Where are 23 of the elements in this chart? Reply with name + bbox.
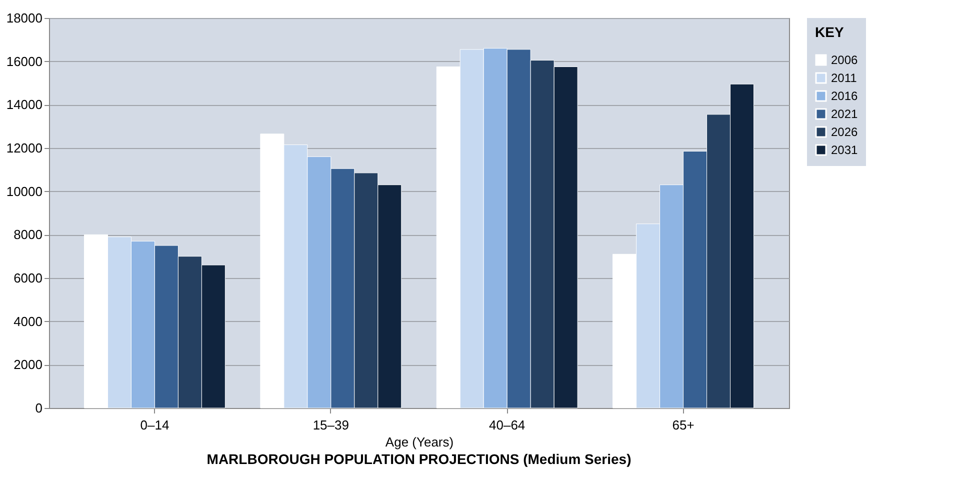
legend-title: KEY [815,24,844,40]
y-tick-label: 16000 [6,54,42,69]
legend-label: 2026 [831,125,858,139]
y-tick-label: 0 [35,400,42,416]
y-tick-label: 6000 [14,270,42,286]
text: MARLBOROUGH POPULATION PROJECTIONS (Medium Series) [206,451,632,467]
legend-label: 2011 [831,71,858,85]
y-tick-label: 18000 [6,10,42,26]
y-tick-label: 12000 [6,140,42,156]
x-tick-label: 40–64 [489,418,526,432]
x-axis-title: Age (Years) [385,434,454,450]
legend-label: 2006 [831,53,858,67]
x-tick-label: 65+ [672,418,694,432]
y-tick-label: 4000 [14,314,42,329]
y-tick-label: 14000 [6,97,42,112]
legend-label: 2016 [831,89,858,103]
x-tick-label: 15–39 [312,418,349,432]
legend-label: 2021 [831,107,858,121]
x-tick-label: 0–14 [140,418,170,432]
legend-label: 2031 [831,143,858,157]
y-tick-label: 2000 [14,357,42,372]
y-tick-label: 8000 [14,227,42,242]
y-tick-label: 10000 [6,184,42,199]
